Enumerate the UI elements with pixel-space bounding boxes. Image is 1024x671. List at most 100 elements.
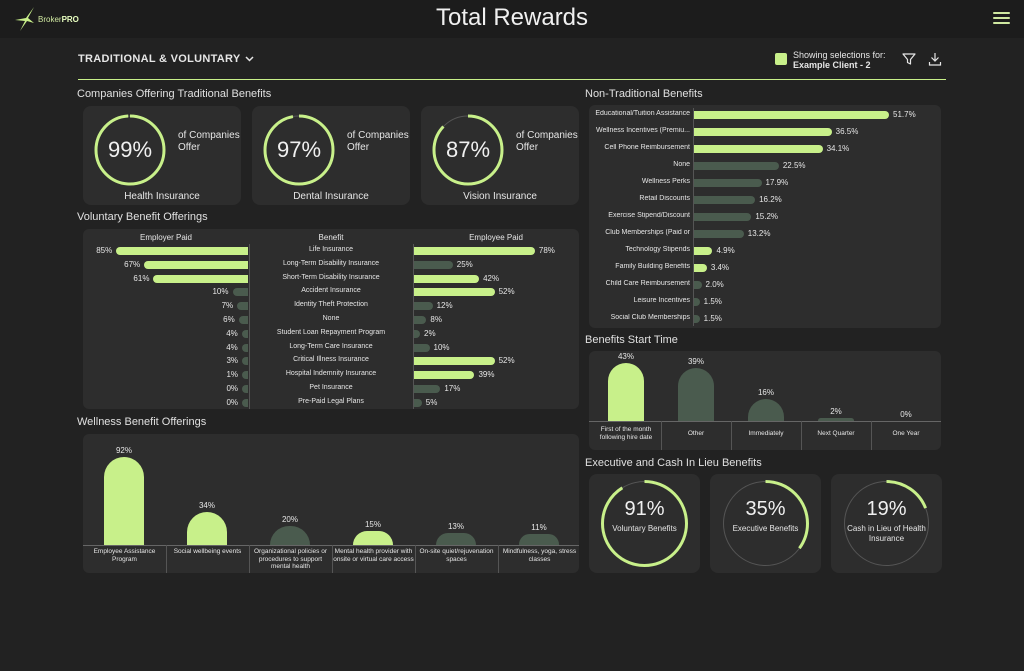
column-divider — [498, 545, 499, 573]
ring-progress-arc — [601, 480, 688, 567]
client-name: Example Client - 2 — [793, 60, 871, 70]
filter-dropdown[interactable]: TRADITIONAL & VOLUNTARY — [78, 53, 254, 65]
non-traditional-name: Leisure Incentives — [633, 297, 690, 304]
employer-paid-bar — [242, 398, 248, 407]
column-divider — [661, 421, 662, 450]
employer-paid-value: 3% — [226, 356, 238, 366]
non-traditional-name: Social Club Memberships — [610, 314, 690, 321]
header-divider — [78, 79, 946, 80]
employer-paid-value: 4% — [226, 342, 238, 352]
voluntary-benefit-name: Critical Illness Insurance — [293, 356, 369, 364]
non-traditional-bar — [694, 281, 702, 289]
voluntary-panel — [83, 229, 579, 409]
non-traditional-value: 34.1% — [826, 144, 850, 153]
employer-paid-bar — [144, 260, 248, 269]
coverage-percent: 87% — [445, 137, 491, 162]
non-traditional-bar — [694, 213, 752, 221]
coverage-caption: of Companies Offer — [178, 130, 240, 153]
employer-paid-value: 1% — [226, 370, 238, 380]
wellness-baseline — [83, 545, 579, 546]
non-traditional-bar — [694, 315, 700, 323]
traditional-section-title: Companies Offering Traditional Benefits — [77, 88, 272, 100]
non-traditional-value: 22.5% — [782, 161, 806, 170]
voluntary-benefit-name: Short-Term Disability Insurance — [282, 273, 380, 281]
non-traditional-bar — [694, 128, 832, 136]
wellness-label: Mental health provider with onsite or vi… — [333, 548, 414, 563]
employee-paid-bar — [414, 288, 495, 297]
employer-paid-bar — [116, 247, 248, 255]
employer-paid-value: 0% — [226, 397, 238, 407]
non-traditional-value: 17.9% — [765, 178, 789, 187]
executive-ring — [722, 480, 809, 567]
coverage-caption: of Companies Offer — [347, 130, 409, 153]
top-bar: BrokerPRO Total Rewards — [0, 0, 1024, 38]
voluntary-benefit-name: Identity Theft Protection — [294, 301, 368, 309]
employee-paid-value: 5% — [425, 397, 438, 407]
benefit-name: Dental Insurance — [293, 191, 369, 202]
broker-pro-logo[interactable]: BrokerPRO — [14, 6, 94, 34]
column-divider — [731, 421, 732, 450]
voluntary-benefit-name: Hospital Indemnity Insurance — [285, 370, 377, 378]
non-traditional-bar — [694, 230, 744, 238]
non-traditional-value: 3.4% — [710, 263, 730, 272]
voluntary-section-title: Voluntary Benefit Offerings — [77, 211, 208, 223]
traditional-card: 97% of Companies Offer Dental Insurance — [252, 106, 410, 205]
traditional-card: 99% of Companies Offer Health Insurance — [83, 106, 241, 205]
menu-icon[interactable] — [993, 12, 1010, 26]
employer-paid-bar — [241, 329, 248, 338]
start-time-label: One Year — [892, 430, 920, 437]
non-traditional-name: Retail Discounts — [639, 195, 690, 202]
employee-paid-bar — [414, 343, 430, 352]
non-traditional-bar — [694, 196, 756, 204]
non-traditional-value: 13.2% — [747, 229, 771, 238]
employee-paid-value: 12% — [436, 301, 453, 311]
executive-card: 91% Voluntary Benefits — [589, 474, 700, 573]
wellness-section-title: Wellness Benefit Offerings — [77, 416, 207, 428]
start-time-label: Immediately — [748, 430, 784, 437]
filter-icon[interactable] — [902, 52, 916, 66]
non-traditional-value: 36.5% — [835, 127, 859, 136]
ring-progress-arc — [432, 114, 504, 186]
coverage-percent: 97% — [276, 137, 322, 162]
executive-caption: Executive Benefits — [732, 524, 799, 533]
start-time-label: First of the month following hire date — [599, 426, 653, 441]
wellness-bar — [353, 530, 393, 545]
employer-paid-bar — [241, 343, 248, 352]
non-traditional-name: Family Building Benefits — [615, 263, 690, 270]
employer-paid-bar — [237, 302, 248, 311]
executive-card: 19% Cash in Lieu of Health Insurance — [831, 474, 942, 573]
download-icon[interactable] — [928, 52, 942, 66]
coverage-ring — [94, 114, 166, 186]
axis-line — [693, 108, 694, 326]
non-traditional-name: Wellness Perks — [641, 178, 690, 185]
employee-paid-value: 42% — [483, 273, 500, 283]
non-traditional-value: 15.2% — [755, 212, 779, 221]
voluntary-benefit-name: Long-Term Care Insurance — [289, 342, 373, 350]
employer-paid-bar — [232, 288, 248, 297]
brand-suffix: PRO — [61, 15, 79, 24]
non-traditional-value: 51.7% — [893, 110, 916, 119]
wellness-panel — [83, 434, 579, 573]
start-time-value: 2% — [830, 407, 842, 417]
employee-paid-bar — [414, 274, 480, 283]
executive-caption: Cash in Lieu of Health Insurance — [847, 524, 926, 543]
executive-ring — [601, 480, 688, 567]
employee-paid-value: 52% — [498, 356, 515, 366]
voluntary-benefit-name: Life Insurance — [309, 246, 353, 253]
benefit-name: Vision Insurance — [463, 191, 537, 202]
voluntary-benefit-name: None — [322, 315, 340, 322]
start-time-section-title: Benefits Start Time — [585, 334, 678, 346]
employee-paid-bar — [414, 329, 420, 338]
non-traditional-bar — [694, 162, 779, 170]
employee-paid-value: 39% — [478, 370, 495, 380]
wellness-label: Employee Assistance Program — [93, 548, 156, 563]
employer-paid-value: 4% — [226, 328, 238, 338]
ring-progress-arc — [843, 480, 930, 567]
non-traditional-value: 1.5% — [703, 314, 722, 323]
wellness-value: 34% — [198, 501, 215, 511]
employer-paid-header: Employer Paid — [139, 233, 193, 242]
non-traditional-section-title: Non-Traditional Benefits — [585, 88, 703, 100]
executive-caption: Voluntary Benefits — [612, 524, 677, 533]
column-divider — [332, 545, 333, 573]
star-logo-icon — [15, 7, 34, 31]
